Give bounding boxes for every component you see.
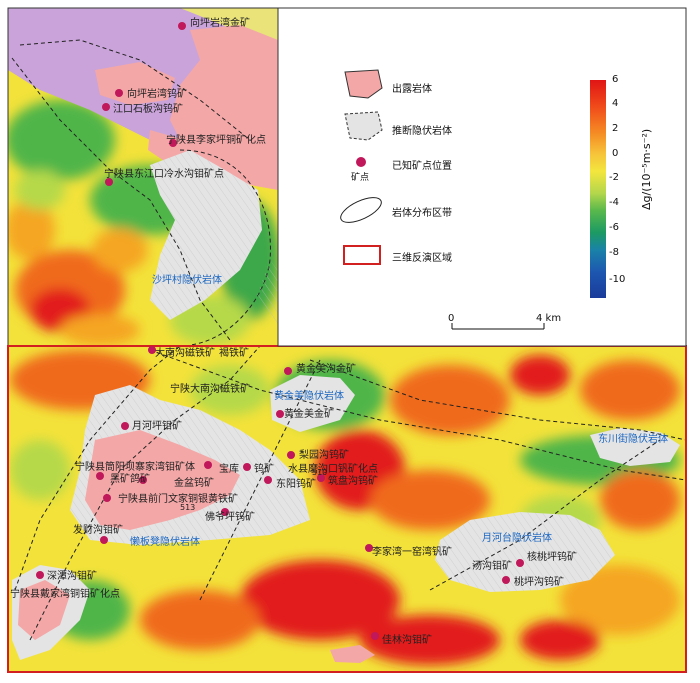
colorbar-tick: -6 (609, 222, 619, 233)
colorbar-tick: 6 (612, 74, 619, 85)
body-label: 沙坪村隐伏岩体 (152, 275, 222, 286)
colorbar-tick: 2 (612, 123, 619, 134)
mine-label: 佛爷坪钨矿 (205, 512, 255, 523)
bottom-anomaly-map (8, 346, 686, 672)
legend-deposit-label: 已知矿点位置 (392, 161, 452, 172)
mine-label: 宁陕县筒阳坝寨家湾钼矿体 (75, 462, 195, 473)
mine-label: 宁陕县东江口冷水沟钼矿点 (104, 169, 224, 180)
colorbar-tick: 4 (612, 98, 619, 109)
elevation-label: 510 (312, 468, 328, 477)
colorbar-unit: Δg/(10⁻⁵m·s⁻²) (640, 128, 653, 210)
mine-label: 钨矿 (254, 464, 274, 475)
mine-label: 宁陕县前门文家铜银黄铁矿 (118, 494, 238, 505)
legend-inferred-label: 推断隐伏岩体 (392, 126, 452, 137)
legend-zone-label: 岩体分布区带 (392, 208, 452, 219)
legend-outcrop-swatch (344, 69, 383, 99)
mine-label: 宝库 (219, 464, 239, 475)
legend-inferred-swatch (344, 111, 383, 141)
mine-label: 江口石板沟钨矿 (113, 104, 183, 115)
legend-inversion-swatch (343, 245, 381, 265)
scale-left-label: 0 (448, 313, 455, 324)
legend-inversion-label: 三维反演区域 (392, 253, 452, 264)
mine-label: 褐铁矿 (219, 348, 249, 359)
mine-dots (36, 22, 524, 640)
mine-label: 水县磨沟口钒矿化点 (288, 464, 378, 475)
body-label: 黄金美隐伏岩体 (274, 391, 344, 402)
mine-label: 向坪岩湾钨矿 (127, 89, 187, 100)
mine-label: 汤沟钼矿 (472, 561, 512, 572)
mine-label: 黄金美金矿 (284, 409, 334, 420)
mine-label: 向坪岩湾金矿 (190, 18, 250, 29)
mine-label: 宁陕县戴家湾铜钼矿化点 (10, 589, 120, 600)
mine-label: 黑矿鸽矿 (110, 474, 150, 485)
colorbar (590, 80, 606, 298)
scale-bar (451, 323, 545, 330)
mine-label: 大南沟磁铁矿 (155, 348, 215, 359)
mine-label: 梨园沟钨矿 (299, 450, 349, 461)
colorbar-tick: 0 (612, 148, 619, 159)
legend-zone-swatch (340, 197, 382, 223)
mine-label: 佳林沟钼矿 (382, 635, 432, 646)
legend-outcrop-label: 出露岩体 (392, 84, 432, 95)
mine-label: 深潭沟钼矿 (47, 571, 97, 582)
mine-label: 金盆钨矿 (174, 478, 214, 489)
mine-label: 东阳钨矿 (276, 479, 316, 490)
scale-right-label: 4 km (536, 313, 562, 324)
mine-label: 黄金美沟金矿 (296, 364, 356, 375)
legend-symbols (340, 69, 383, 265)
mine-label: 宁陕县李家坪铜矿化点 (166, 135, 266, 146)
colorbar-tick: -4 (609, 197, 619, 208)
mine-label: 核桃坪钨矿 (527, 552, 577, 563)
colorbar-tick: -8 (609, 247, 619, 258)
mine-label: 月河坪钼矿 (132, 421, 182, 432)
top-anomaly-map (8, 8, 278, 346)
legend-deposit-dot (356, 157, 366, 167)
mine-label: 发财沟钼矿 (73, 525, 123, 536)
mine-label: 宁陕大南沟磁铁矿 (170, 384, 250, 395)
body-label: 东川街隐伏岩体 (598, 434, 668, 445)
mine-label: 筑盘沟钨矿 (328, 476, 378, 487)
mine-label: 桃坪沟钨矿 (514, 577, 564, 588)
body-label: 懒板凳隐伏岩体 (130, 537, 200, 548)
mine-label: 李家湾一窑湾钒矿 (372, 547, 452, 558)
colorbar-tick: -10 (609, 274, 626, 285)
elevation-label: 513 (180, 503, 196, 512)
body-label: 月河台隐伏岩体 (482, 533, 552, 544)
legend-deposit-sub: 矿点 (351, 173, 370, 183)
colorbar-tick: -2 (609, 172, 619, 183)
